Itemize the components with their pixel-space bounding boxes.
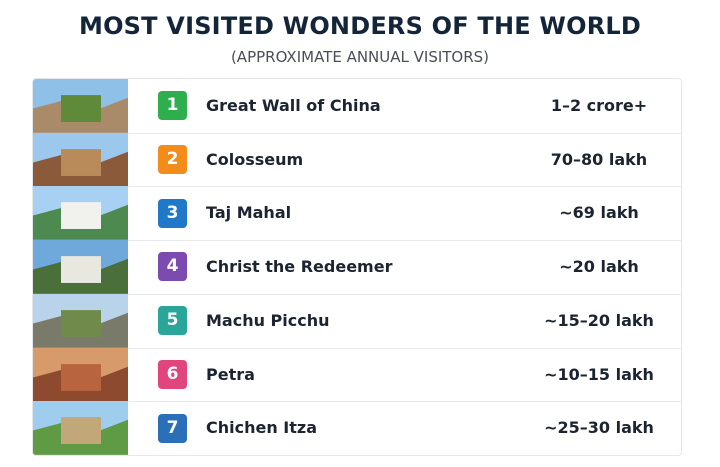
scene <box>33 186 128 241</box>
rank-badge: 1 <box>158 91 187 121</box>
rank-badge: 5 <box>158 306 187 336</box>
wonder-name: Taj Mahal <box>206 203 292 223</box>
scene <box>33 293 128 348</box>
visitor-count: 1–2 crore+ <box>550 96 648 115</box>
table: 1 Great Wall of China 1–2 crore+ 2 Colosseum… <box>32 78 682 456</box>
visitor-count: ~10–15 lakh <box>544 364 654 384</box>
title: MOST VISITED WONDERS OF THE WORLD <box>79 12 641 40</box>
rank-badge: 7 <box>158 413 187 443</box>
rank-badge: 3 <box>158 198 187 228</box>
rank-badge: 6 <box>158 359 187 389</box>
thumbnail-image <box>33 132 128 187</box>
table-row: 1 Great Wall of China 1–2 crore+ <box>33 79 681 134</box>
visitor-count: ~15–20 lakh <box>544 310 654 330</box>
table-row: 7 Chichen Itza ~25–30 lakh <box>33 401 681 455</box>
thumbnail-image <box>33 401 128 455</box>
thumbnail-image <box>33 79 128 133</box>
thumbnail-image <box>33 293 128 348</box>
scene <box>33 79 128 133</box>
rank-badge: 2 <box>158 145 187 175</box>
subtitle: (APPROXIMATE ANNUAL VISITORS) <box>230 48 490 66</box>
rank-badge: 4 <box>158 252 187 282</box>
wonder-name: Great Wall of China <box>206 96 381 115</box>
visitor-count: ~69 lakh <box>559 203 639 223</box>
visitor-count: ~20 lakh <box>559 257 639 277</box>
scene <box>33 132 128 187</box>
visitor-count: ~25–30 lakh <box>544 418 654 438</box>
wonder-name: Petra <box>206 364 255 384</box>
wonder-name: Christ the Redeemer <box>206 257 393 277</box>
scene <box>33 347 128 402</box>
table-row: 3 Taj Mahal ~69 lakh <box>33 186 681 242</box>
thumbnail-image <box>33 240 128 294</box>
thumbnail-image <box>33 347 128 402</box>
table-row: 2 Colosseum 70–80 lakh <box>33 132 681 188</box>
table-row: 6 Petra ~10–15 lakh <box>33 347 681 403</box>
scene <box>33 401 128 455</box>
thumbnail-image <box>33 186 128 241</box>
table-row: 5 Machu Picchu ~15–20 lakh <box>33 293 681 349</box>
visitor-count: 70–80 lakh <box>550 149 648 169</box>
wonder-name: Colosseum <box>206 149 304 169</box>
wonder-name: Machu Picchu <box>206 310 330 330</box>
wonder-name: Chichen Itza <box>206 418 318 438</box>
scene <box>33 240 128 294</box>
table-row: 4 Christ the Redeemer ~20 lakh <box>33 240 681 295</box>
